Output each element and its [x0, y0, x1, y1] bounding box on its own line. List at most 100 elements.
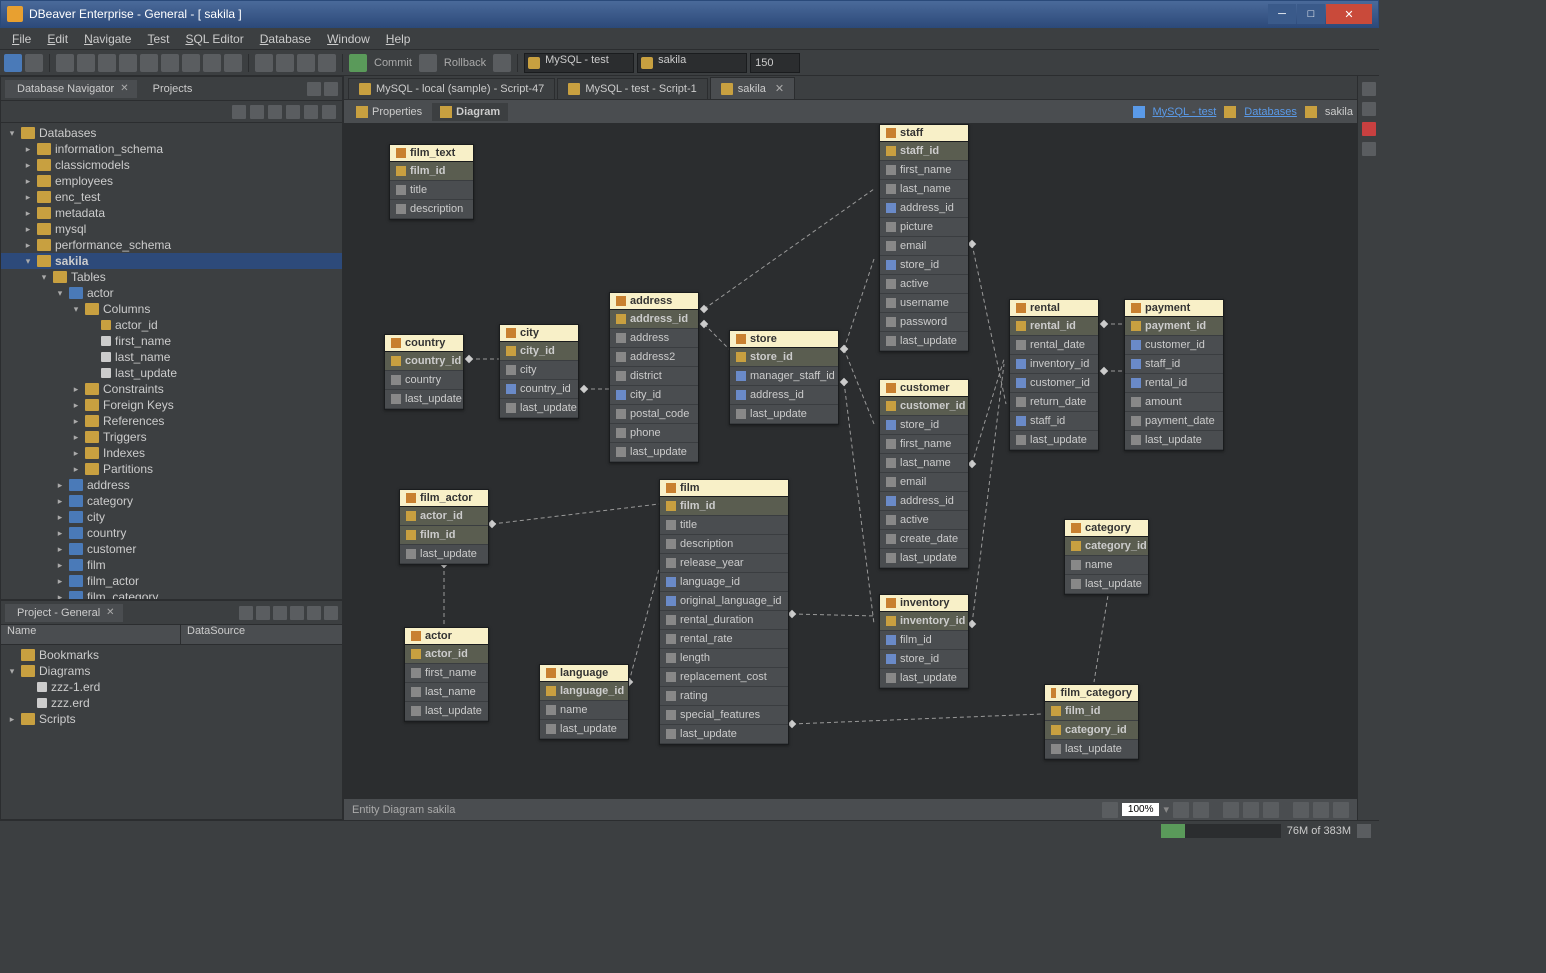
expand-icon[interactable]: ▾ [39, 272, 49, 283]
tool-icon[interactable] [256, 606, 270, 620]
tool-icon[interactable] [1313, 802, 1329, 818]
entity-table[interactable]: categorycategory_idnamelast_update [1064, 519, 1149, 595]
expand-icon[interactable]: ▸ [23, 224, 33, 235]
project-tab[interactable]: Project - General ✕ [5, 604, 123, 622]
entity-header[interactable]: film [660, 480, 788, 497]
tree-row[interactable]: ▸information_schema [1, 141, 342, 157]
entity-column[interactable]: category_id [1065, 537, 1148, 556]
close-icon[interactable]: ✕ [775, 82, 784, 95]
tree-row[interactable]: ▾actor [1, 285, 342, 301]
tree-row[interactable]: ▸classicmodels [1, 157, 342, 173]
database-select[interactable]: sakila [637, 53, 747, 73]
entity-column[interactable]: payment_id [1125, 317, 1223, 336]
entity-table[interactable]: film_actoractor_idfilm_idlast_update [399, 489, 489, 565]
entity-column[interactable]: address_id [880, 199, 968, 218]
entity-column[interactable]: last_update [610, 443, 698, 462]
expand-icon[interactable]: ▾ [7, 666, 17, 677]
entity-column[interactable]: active [880, 275, 968, 294]
entity-column[interactable]: last_name [880, 454, 968, 473]
entity-column[interactable]: last_update [730, 405, 838, 424]
maximize-button[interactable]: □ [1297, 4, 1325, 24]
entity-column[interactable]: username [880, 294, 968, 313]
close-icon[interactable]: ✕ [120, 83, 128, 94]
projects-tab[interactable]: Projects [141, 80, 201, 98]
entity-column[interactable]: country [385, 371, 463, 390]
tree-row[interactable]: ▸enc_test [1, 189, 342, 205]
expand-icon[interactable]: ▸ [55, 528, 65, 539]
entity-column[interactable]: return_date [1010, 393, 1098, 412]
gc-icon[interactable] [1357, 824, 1371, 838]
entity-column[interactable]: store_id [880, 650, 968, 669]
entity-column[interactable]: city [500, 361, 578, 380]
editor-tab[interactable]: MySQL - local (sample) - Script-47 [348, 78, 555, 99]
er-diagram-canvas[interactable]: film_textfilm_idtitledescriptioncountryc… [344, 124, 1357, 798]
tree-row[interactable]: ▸address [1, 477, 342, 493]
entity-column[interactable]: address_id [610, 310, 698, 329]
expand-icon[interactable]: ▸ [71, 432, 81, 443]
expand-icon[interactable]: ▸ [71, 384, 81, 395]
entity-column[interactable]: length [660, 649, 788, 668]
entity-column[interactable]: amount [1125, 393, 1223, 412]
nav-tab[interactable]: Database Navigator ✕ [5, 80, 137, 98]
entity-column[interactable]: address_id [730, 386, 838, 405]
entity-column[interactable]: password [880, 313, 968, 332]
tool-icon[interactable] [250, 105, 264, 119]
entity-column[interactable]: payment_date [1125, 412, 1223, 431]
entity-column[interactable]: rating [660, 687, 788, 706]
tree-row[interactable]: Bookmarks [1, 647, 342, 663]
tool-button[interactable] [25, 54, 43, 72]
tool-button[interactable] [224, 54, 242, 72]
entity-column[interactable]: release_year [660, 554, 788, 573]
nav-tree[interactable]: ▾Databases▸information_schema▸classicmod… [1, 123, 342, 599]
entity-column[interactable]: last_update [1045, 740, 1138, 759]
gutter-icon[interactable] [1362, 102, 1376, 116]
expand-icon[interactable]: ▸ [71, 448, 81, 459]
tree-row[interactable]: ▸Scripts [1, 711, 342, 727]
tool-button[interactable] [297, 54, 315, 72]
entity-table[interactable]: addressaddress_idaddressaddress2district… [609, 292, 699, 463]
tree-row[interactable]: ▸film_actor [1, 573, 342, 589]
limit-input[interactable] [750, 53, 800, 73]
entity-column[interactable]: title [390, 181, 473, 200]
entity-column[interactable]: replacement_cost [660, 668, 788, 687]
entity-column[interactable]: last_update [400, 545, 488, 564]
expand-icon[interactable]: ▾ [7, 128, 17, 139]
close-button[interactable]: ✕ [1326, 4, 1372, 24]
entity-column[interactable]: last_update [1065, 575, 1148, 594]
expand-icon[interactable]: ▸ [71, 400, 81, 411]
tool-icon[interactable] [1333, 802, 1349, 818]
entity-column[interactable]: film_id [400, 526, 488, 545]
tree-row[interactable]: ▸Partitions [1, 461, 342, 477]
tool-icon[interactable] [1193, 802, 1209, 818]
commit-button[interactable] [349, 54, 367, 72]
expand-icon[interactable]: ▾ [55, 288, 65, 299]
crumb-connection[interactable]: MySQL - test [1153, 106, 1217, 118]
entity-column[interactable]: actor_id [400, 507, 488, 526]
entity-column[interactable]: language_id [660, 573, 788, 592]
tree-row[interactable]: last_name [1, 349, 342, 365]
entity-table[interactable]: customercustomer_idstore_idfirst_namelas… [879, 379, 969, 569]
expand-icon[interactable]: ▸ [23, 160, 33, 171]
entity-header[interactable]: store [730, 331, 838, 348]
entity-header[interactable]: rental [1010, 300, 1098, 317]
menu-item[interactable]: Edit [39, 30, 76, 48]
expand-icon[interactable]: ▸ [7, 714, 17, 725]
entity-table[interactable]: film_categoryfilm_idcategory_idlast_upda… [1044, 684, 1139, 760]
expand-icon[interactable]: ▸ [71, 464, 81, 475]
sub-tab[interactable]: Properties [348, 103, 430, 121]
entity-table[interactable]: staffstaff_idfirst_namelast_nameaddress_… [879, 124, 969, 352]
entity-column[interactable]: picture [880, 218, 968, 237]
entity-column[interactable]: email [880, 237, 968, 256]
entity-column[interactable]: staff_id [1010, 412, 1098, 431]
entity-column[interactable]: city_id [500, 342, 578, 361]
entity-header[interactable]: inventory [880, 595, 968, 612]
zoom-select[interactable]: 100% [1122, 803, 1160, 816]
entity-table[interactable]: storestore_idmanager_staff_idaddress_idl… [729, 330, 839, 425]
tool-button[interactable] [182, 54, 200, 72]
minimize-icon[interactable] [324, 82, 338, 96]
heap-meter[interactable] [1161, 824, 1281, 838]
tree-row[interactable]: ▾Tables [1, 269, 342, 285]
gutter-icon[interactable] [1362, 122, 1376, 136]
entity-column[interactable]: description [390, 200, 473, 219]
entity-column[interactable]: rental_rate [660, 630, 788, 649]
